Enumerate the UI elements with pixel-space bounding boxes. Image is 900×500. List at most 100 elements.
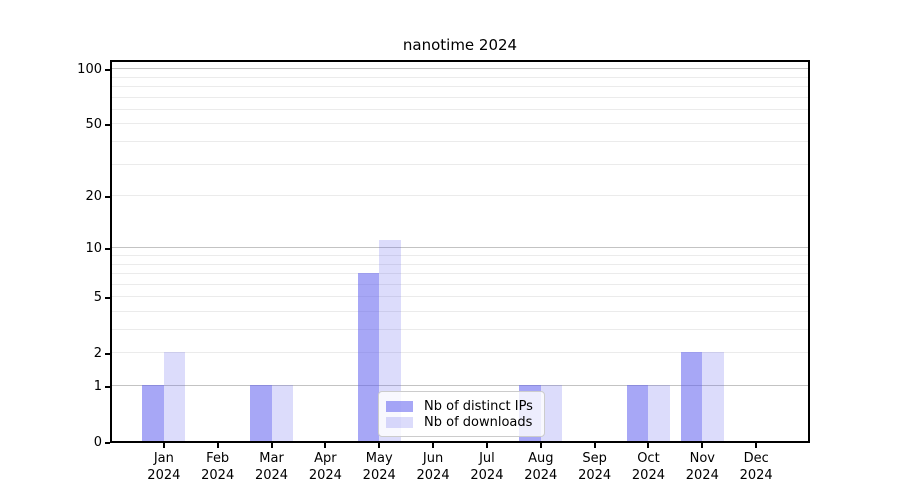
legend-swatch-downloads [386, 417, 413, 428]
chart-title: nanotime 2024 [402, 36, 518, 54]
bar-downloads-7 [540, 385, 563, 441]
x-tick-month: Oct [637, 451, 660, 466]
x-tick-year: 2024 [524, 468, 558, 483]
gridline-y-5 [112, 296, 808, 298]
bar-distinct-ips-0 [142, 385, 164, 441]
gridline-y-3 [112, 329, 808, 331]
x-tick-mark-sep [593, 443, 596, 448]
x-tick-label-jul: Jul 2024 [452, 450, 522, 484]
x-tick-month: Dec [743, 451, 769, 466]
x-tick-mark-jan [162, 443, 165, 448]
x-tick-year: 2024 [416, 468, 450, 483]
x-tick-year: 2024 [201, 468, 235, 483]
gridline-y-30 [112, 163, 808, 165]
x-tick-label-jan: Jan 2024 [129, 450, 199, 484]
y-tick-label-2: 2 [93, 346, 102, 362]
legend-swatch-distinct-ips [386, 401, 413, 412]
x-tick-label-mar: Mar 2024 [237, 450, 307, 484]
bar-distinct-ips-9 [626, 385, 649, 441]
x-tick-month: Nov [689, 451, 715, 466]
x-tick-mark-oct [647, 443, 650, 448]
x-tick-mark-apr [324, 443, 327, 448]
gridline-y-50 [112, 123, 808, 125]
y-tick-label-1: 1 [93, 379, 102, 394]
gridline-y-10 [112, 247, 808, 249]
gridline-y-70 [112, 96, 808, 98]
x-tick-year: 2024 [578, 468, 612, 483]
x-tick-year: 2024 [254, 468, 289, 483]
y-tick-label-100: 100 [77, 62, 102, 78]
gridline-y-7 [112, 273, 808, 275]
y-tick-mark-20 [105, 196, 110, 199]
legend-item-distinct-ips: Nb of distinct IPs [386, 399, 536, 414]
legend-label-distinct-ips: Nb of distinct IPs [424, 399, 533, 414]
y-tick-mark-100 [105, 69, 110, 72]
bar-downloads-2 [271, 385, 294, 441]
legend: Nb of distinct IPs Nb of downloads [378, 391, 545, 437]
gridline-y-40 [112, 141, 808, 143]
y-tick-mark-1 [105, 386, 110, 388]
y-tick-label-5: 5 [93, 290, 102, 306]
plot-area [110, 60, 810, 443]
x-tick-mark-feb [216, 443, 219, 448]
x-tick-label-aug: Aug 2024 [506, 450, 576, 484]
x-tick-label-feb: Feb 2024 [183, 450, 253, 484]
gridline-y-9 [112, 255, 808, 256]
x-tick-label-dec: Dec 2024 [721, 450, 791, 484]
x-tick-label-jun: Jun 2024 [398, 450, 468, 484]
legend-item-downloads: Nb of downloads [386, 415, 536, 430]
y-tick-mark-0 [105, 442, 110, 444]
x-tick-month: Aug [528, 451, 554, 466]
gridline-y-20 [112, 195, 808, 197]
x-tick-month: Mar [259, 451, 284, 466]
x-tick-month: Feb [206, 451, 230, 466]
bar-downloads-10 [702, 352, 724, 441]
x-tick-label-oct: Oct 2024 [613, 450, 683, 484]
y-tick-mark-5 [105, 297, 110, 300]
bar-distinct-ips-10 [680, 352, 703, 441]
x-tick-mark-nov [701, 443, 704, 448]
x-tick-mark-jun [432, 443, 435, 448]
x-tick-month: Jun [422, 451, 444, 466]
x-tick-mark-may [378, 443, 381, 448]
x-tick-month: Jul [479, 451, 495, 466]
y-tick-mark-50 [105, 124, 110, 127]
x-tick-year: 2024 [685, 468, 719, 483]
y-tick-mark-10 [105, 248, 110, 251]
x-tick-mark-dec [755, 443, 758, 448]
y-tick-label-20: 20 [85, 189, 102, 205]
gridline-y-100 [112, 68, 808, 70]
x-tick-month: Sep [582, 451, 607, 466]
x-tick-mark-jul [485, 443, 488, 448]
x-tick-month: May [365, 451, 393, 466]
x-tick-label-sep: Sep 2024 [560, 450, 630, 484]
x-tick-mark-mar [270, 443, 273, 448]
bar-downloads-4 [379, 240, 401, 441]
gridline-y-2 [112, 352, 808, 354]
gridline-y-6 [112, 283, 808, 285]
y-tick-label-10: 10 [85, 241, 102, 257]
x-tick-year: 2024 [470, 468, 504, 483]
gridline-y-8 [112, 263, 808, 265]
y-tick-label-50: 50 [85, 117, 102, 133]
bar-downloads-0 [163, 352, 186, 441]
y-tick-mark-2 [105, 353, 110, 356]
x-tick-year: 2024 [147, 468, 181, 483]
x-tick-label-apr: Apr 2024 [290, 450, 360, 484]
gridline-y-4 [112, 310, 808, 312]
x-tick-month: Jan [153, 451, 174, 466]
gridline-y-1 [112, 385, 808, 386]
legend-label-downloads: Nb of downloads [424, 415, 533, 430]
x-tick-year: 2024 [739, 468, 773, 483]
gridline-y-60 [112, 108, 808, 110]
bar-downloads-9 [648, 385, 670, 441]
x-tick-label-may: May 2024 [344, 450, 414, 484]
gridline-y-90 [112, 76, 808, 78]
x-tick-year: 2024 [631, 468, 665, 483]
x-tick-mark-aug [539, 443, 542, 448]
x-tick-label-nov: Nov 2024 [667, 450, 737, 484]
gridline-y-80 [112, 86, 808, 88]
x-tick-year: 2024 [308, 468, 342, 483]
y-tick-label-0: 0 [93, 435, 102, 450]
